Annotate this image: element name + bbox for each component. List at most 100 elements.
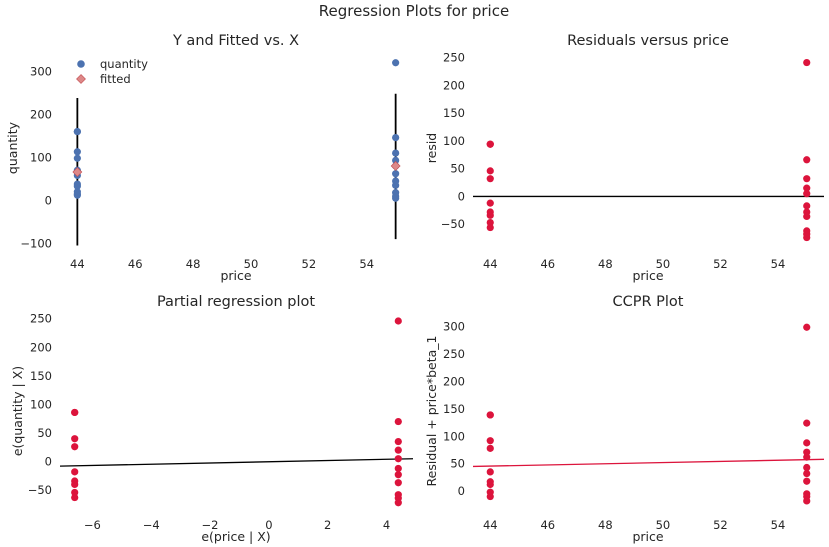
panel-title: Residuals versus price [567, 33, 729, 49]
y-tick-label: 200 [30, 107, 52, 121]
y-tick-label: −50 [441, 217, 465, 231]
data-point [486, 223, 494, 232]
fit-line [59, 458, 414, 467]
x-tick-label: 52 [302, 257, 317, 271]
x-tick-label: 50 [656, 257, 671, 271]
data-point [803, 463, 811, 472]
y-axis-label: e(quantity | X) [10, 366, 25, 456]
y-tick-label: 250 [443, 51, 465, 65]
data-point [803, 448, 811, 456]
data-point [803, 453, 811, 461]
data-point [486, 480, 494, 489]
data-point [394, 317, 402, 325]
panel-title: Y and Fitted vs. X [172, 33, 299, 49]
x-tick-label: 46 [128, 257, 143, 271]
panel-y-fitted-vs-x: Y and Fitted vs. X price quantity quanti… [5, 33, 401, 283]
x-axis-label: e(price | X) [201, 529, 270, 544]
data-point [394, 446, 402, 454]
y-tick-label: 300 [30, 64, 52, 78]
y-tick-label: 50 [450, 162, 465, 176]
y-tick-label: 100 [443, 134, 465, 148]
x-tick-label: 48 [598, 518, 613, 532]
data-point [394, 455, 402, 463]
legend-marker-fitted [76, 74, 86, 84]
x-axis-label: price [220, 268, 251, 283]
panel-residuals-vs-price: Residuals versus price price resid 44 46 4… [424, 33, 824, 283]
x-tick-label: 48 [186, 257, 201, 271]
x-tick-label: 50 [656, 518, 671, 532]
fit-line [472, 458, 825, 468]
y-tick-label: 250 [30, 312, 52, 326]
data-point [394, 471, 402, 479]
x-tick-label: 50 [244, 257, 259, 271]
figure-suptitle: Regression Plots for price [319, 2, 509, 20]
x-tick-label: 44 [483, 518, 498, 532]
data-point [486, 218, 494, 227]
panel-title: Partial regression plot [157, 294, 315, 310]
data-point [486, 411, 494, 419]
x-tick-label: −6 [84, 518, 101, 532]
data-point [71, 443, 79, 451]
data-point [394, 464, 402, 473]
x-tick-label: 52 [713, 257, 728, 271]
data-point [486, 492, 494, 501]
data-point [71, 408, 79, 417]
data-point [394, 437, 402, 446]
x-tick-label: 54 [771, 257, 786, 271]
data-point [803, 156, 811, 164]
panel-title: CCPR Plot [612, 294, 683, 310]
legend-marker-quantity [77, 60, 85, 68]
x-tick-label: 4 [383, 518, 390, 532]
data-point [392, 170, 400, 178]
x-tick-label: 52 [713, 518, 728, 532]
data-point [803, 497, 811, 505]
data-point [803, 212, 811, 221]
x-tick-label: 46 [540, 518, 555, 532]
x-tick-label: 48 [598, 257, 613, 271]
data-point [486, 167, 494, 175]
y-axis-label: Residual + price*beta_1 [424, 336, 439, 487]
data-point [486, 175, 494, 183]
data-point [394, 479, 402, 487]
data-point [803, 175, 811, 183]
y-tick-label: 200 [30, 340, 52, 354]
y-tick-label: 100 [443, 429, 465, 443]
data-point [803, 477, 811, 485]
fitted-point [390, 161, 401, 171]
data-point [486, 199, 494, 207]
data-point [71, 493, 79, 502]
data-point [803, 439, 811, 447]
y-tick-label: 0 [458, 484, 465, 498]
x-axis-label: price [632, 268, 663, 283]
y-tick-label: −50 [28, 483, 52, 497]
y-tick-label: 0 [45, 455, 52, 469]
y-axis-label: resid [424, 133, 439, 163]
data-point [803, 419, 811, 427]
y-tick-label: 50 [37, 426, 52, 440]
data-point [394, 417, 402, 426]
y-tick-label: 200 [443, 78, 465, 92]
data-point [71, 488, 79, 497]
data-point [803, 233, 811, 242]
data-point [73, 182, 81, 190]
y-axis-label: quantity [5, 121, 20, 174]
y-tick-label: 150 [30, 369, 52, 383]
y-tick-label: 50 [450, 457, 465, 471]
panel-partial-regression: Partial regression plot e(price | X) e(q… [10, 294, 414, 544]
y-tick-label: 100 [30, 397, 52, 411]
y-tick-label: 300 [443, 320, 465, 334]
legend: quantity fitted [76, 57, 148, 86]
x-tick-label: 44 [483, 257, 498, 271]
y-tick-label: 100 [30, 150, 52, 164]
data-point [71, 468, 79, 476]
data-point [392, 133, 400, 142]
panel-ccpr: CCPR Plot price Residual + price*beta_1 … [424, 294, 825, 544]
data-point [486, 468, 494, 476]
x-tick-label: 54 [771, 518, 786, 532]
y-tick-label: 0 [458, 189, 465, 203]
x-axis-label: price [632, 529, 663, 544]
y-tick-label: 150 [443, 106, 465, 120]
data-point [486, 437, 494, 445]
legend-label-quantity: quantity [100, 57, 148, 71]
